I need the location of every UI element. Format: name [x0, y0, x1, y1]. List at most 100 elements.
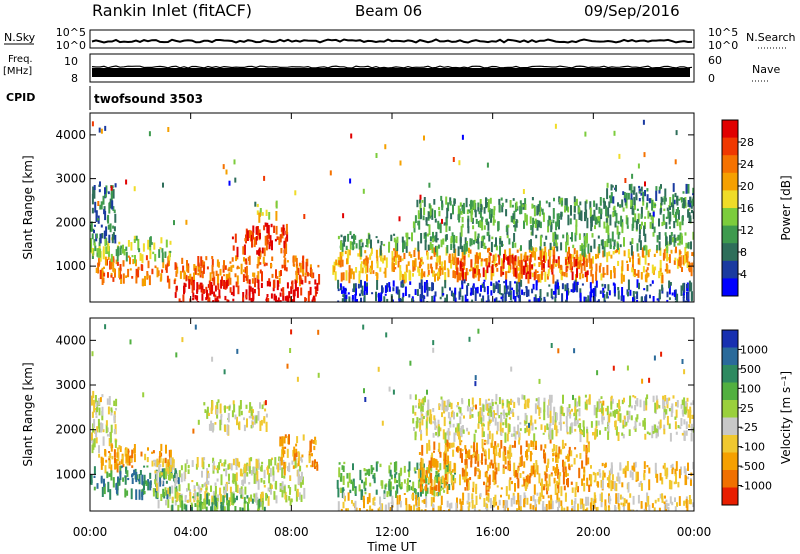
colorbar-tick-label: 12: [740, 224, 754, 237]
x-tick-label: 00:00: [677, 525, 712, 539]
colorbar-swatch: [722, 400, 738, 418]
colorbar-swatch: [722, 225, 738, 244]
colorbar-tick-label: 24: [740, 158, 754, 171]
colorbar-swatch: [722, 190, 738, 209]
freq-strip-frame: [89, 53, 695, 83]
station-title: Rankin Inlet (fitACF): [92, 1, 252, 20]
echo-band: [256, 200, 278, 223]
colorbar-tick-label: 20: [740, 180, 754, 193]
colorbar-swatch: [722, 155, 738, 174]
y-tick-label: 3000: [55, 378, 86, 392]
power-panel: 1000 2000 3000 4000 Slant Range [km]: [21, 112, 695, 303]
colorbar-swatch: [722, 137, 738, 156]
y-tick-label: 3000: [55, 172, 86, 186]
nsky-strip-frame: [89, 29, 695, 49]
beam-label: Beam 06: [355, 2, 422, 20]
x-tick-label: 16:00: [475, 525, 510, 539]
colorbar-frame: [721, 329, 739, 506]
colorbar-tick-label: 16: [740, 202, 754, 215]
nave-tick-bottom: 0: [708, 72, 715, 85]
echo-band: [337, 231, 694, 258]
colorbar-title: Velocity [m s⁻¹]: [779, 371, 793, 464]
y-tick-label: 2000: [55, 215, 86, 229]
velocity-panel: 1000 2000 3000 4000 Slant Range [km]: [21, 317, 695, 512]
nsky-trace: [91, 38, 693, 44]
echo-band: [91, 390, 118, 454]
colorbar-tick-label: 1000: [740, 343, 768, 356]
echo-band: [279, 434, 319, 476]
nsky-label: N.Sky: [4, 31, 36, 44]
echo-band: [337, 492, 694, 511]
velocity-colorbar: 1000 500 100 25 -25 -100 -500 -1000 Velocity [m …: [721, 329, 793, 506]
echo-band: [90, 235, 172, 264]
nsky-tick-top: 10^5: [56, 26, 86, 39]
colorbar-swatch: [722, 382, 738, 401]
colorbar-tick-label: -25: [740, 421, 758, 434]
echo-band: [417, 438, 591, 498]
power-colorbar: 28 24 20 16 12 8 4 Power [dB]: [721, 119, 793, 297]
y-tick-label: 1000: [55, 259, 86, 273]
colorbar-tick-label: 500: [740, 363, 761, 376]
colorbar-swatch: [722, 208, 738, 227]
freq-tick-top: 10: [64, 55, 78, 68]
colorbar-swatch: [722, 452, 738, 471]
colorbar-swatch: [722, 365, 738, 383]
time-axis: 00:00 04:00 08:00 12:00 16:00 20:00 00:00: [73, 525, 712, 539]
colorbar-swatch: [722, 330, 738, 348]
y-tick-label: 2000: [55, 423, 86, 437]
x-tick-label: 20:00: [576, 525, 611, 539]
y-tick-label: 4000: [55, 333, 86, 347]
echo-band: [412, 196, 694, 237]
x-tick-label: 04:00: [173, 525, 208, 539]
freq-trace-edge: [91, 65, 693, 69]
freq-label: Freq.: [8, 54, 33, 65]
colorbar-swatch: [722, 120, 738, 139]
freq-tick-bottom: 8: [71, 72, 78, 85]
echo-band: [95, 255, 321, 289]
colorbar-title: Power [dB]: [779, 175, 793, 240]
echo-band: [588, 461, 694, 493]
cpid-value: twofsound 3503: [94, 92, 203, 106]
y-tick-label: 1000: [55, 467, 86, 481]
echo-band: [337, 279, 693, 302]
nsearch-tick-top: 10^5: [708, 26, 738, 39]
x-tick-label: 08:00: [274, 525, 309, 539]
freq-trace: [92, 68, 690, 77]
colorbar-swatch: [722, 243, 738, 262]
colorbar-swatch: [722, 470, 738, 488]
date-label: 09/Sep/2016: [584, 2, 680, 20]
echo-band: [231, 222, 289, 260]
colorbar-swatch: [722, 435, 738, 453]
cpid-label: CPID: [6, 91, 35, 104]
nsearch-tick-bottom: 10^0: [708, 39, 738, 52]
colorbar-swatch: [722, 172, 738, 191]
echo-band: [412, 393, 694, 445]
scatter-speckle: [91, 119, 678, 226]
nsky-tick-bottom: 10^0: [56, 39, 86, 52]
colorbar-tick-label: 28: [740, 136, 754, 149]
echo-band: [173, 279, 319, 302]
colorbar-swatch: [722, 278, 738, 297]
colorbar-swatch: [722, 260, 738, 279]
nsearch-label: N.Search: [746, 31, 796, 44]
x-tick-label: 00:00: [73, 525, 108, 539]
colorbar-tick-label: -1000: [740, 480, 772, 493]
colorbar-tick-label: 25: [740, 402, 754, 415]
echo-band: [455, 253, 589, 284]
echo-band: [170, 492, 268, 511]
colorbar-tick-label: 100: [740, 382, 761, 395]
nave-tick-top: 60: [708, 54, 722, 67]
nave-label: Nave: [752, 63, 780, 76]
y-axis-title: Slant Range [km]: [21, 362, 35, 466]
colorbar-swatch: [722, 487, 738, 506]
colorbar-tick-label: 8: [740, 246, 747, 259]
scatter-speckle: [91, 324, 686, 434]
y-axis-title: Slant Range [km]: [21, 155, 35, 259]
x-tick-label: 12:00: [375, 525, 410, 539]
colorbar-tick-label: -500: [740, 460, 765, 473]
freq-unit-label: [MHz]: [3, 66, 32, 77]
colorbar-swatch: [722, 417, 738, 436]
echo-band: [98, 443, 172, 474]
colorbar-tick-label: 4: [740, 268, 747, 281]
